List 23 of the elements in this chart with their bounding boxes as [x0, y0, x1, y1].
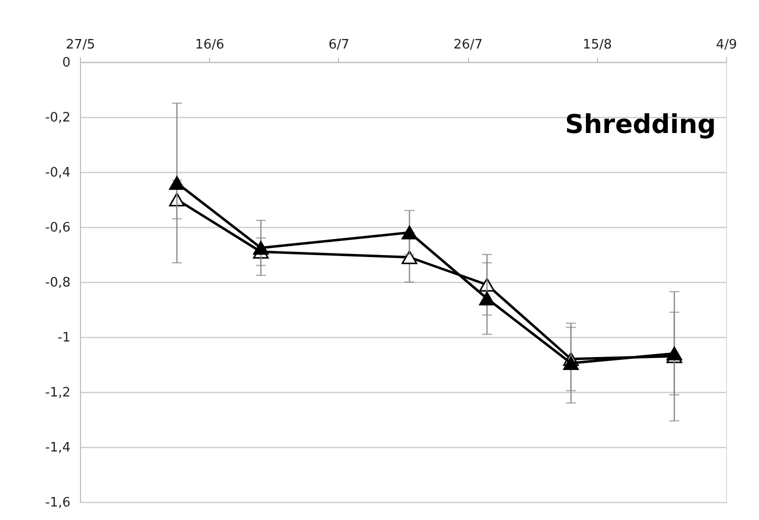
y-tick-label: -1,4 [45, 440, 70, 456]
y-tick-label: -0,6 [45, 220, 70, 236]
point [253, 241, 269, 255]
y-tick-label: -1,2 [45, 386, 70, 400]
point [666, 346, 682, 360]
point [169, 176, 185, 190]
x-tick-label: 4/9 [716, 38, 737, 52]
x-tick-label: 27/5 [66, 38, 96, 52]
point [563, 356, 579, 370]
y-tick-label: -0,4 [45, 166, 70, 180]
x-tick-label: 16/6 [195, 38, 224, 52]
y-tick-label: -1,6 [45, 496, 70, 510]
annotation: Shredding [565, 110, 716, 140]
x-tick-label: 15/8 [582, 38, 612, 52]
y-tick-label: -0,8 [45, 276, 70, 290]
x-tick-label: 6/7 [328, 38, 350, 52]
y-tick-label: 0 [62, 56, 70, 70]
y-tick-label: -1 [58, 330, 70, 346]
y-tick-label: -0,2 [45, 110, 70, 126]
x-tick-label: 26/7 [454, 38, 483, 52]
point [402, 250, 418, 264]
point [402, 226, 418, 240]
point [479, 292, 495, 306]
